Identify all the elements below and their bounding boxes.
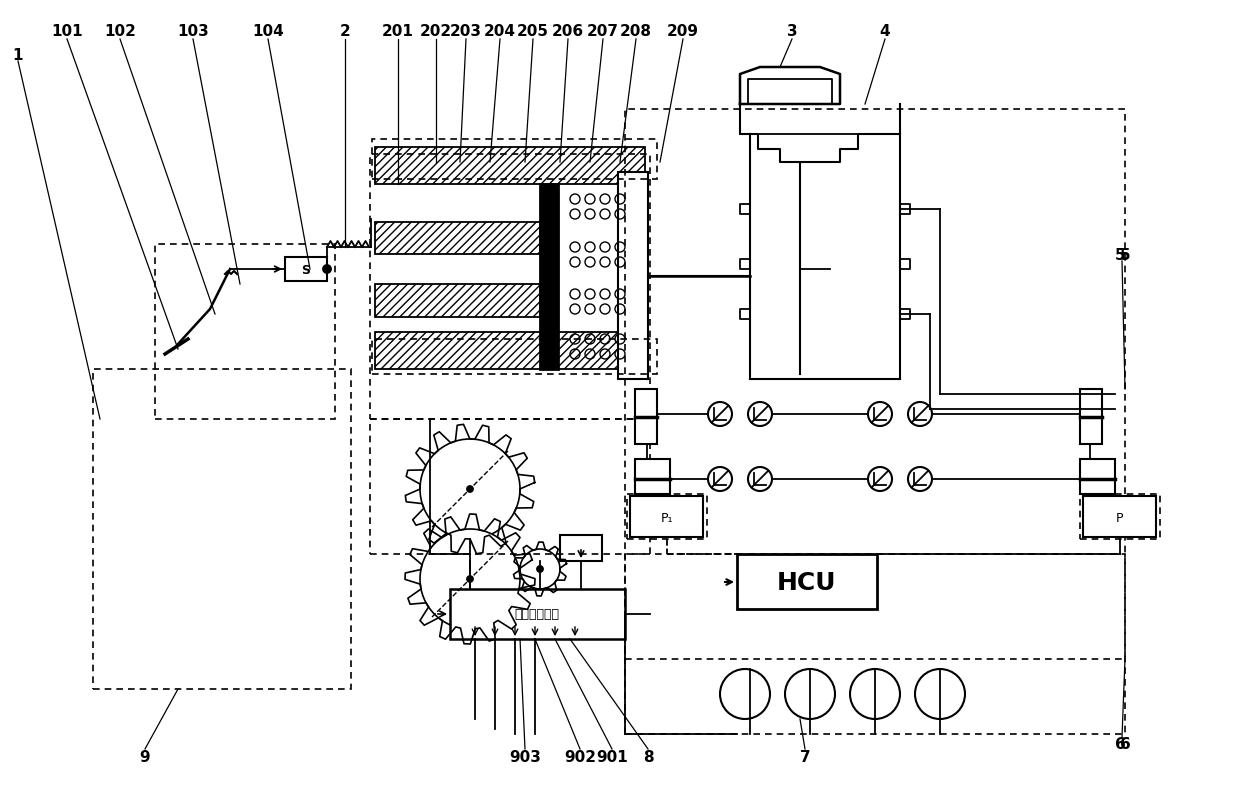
Text: 电子控制单元: 电子控制单元 <box>514 608 560 621</box>
Bar <box>1080 459 1115 495</box>
Text: 6: 6 <box>1115 736 1125 752</box>
Bar <box>560 536 602 561</box>
Bar <box>1083 496 1156 537</box>
Bar <box>375 284 540 318</box>
Text: P₁: P₁ <box>660 511 673 524</box>
Bar <box>375 332 646 369</box>
Bar <box>737 554 877 609</box>
Circle shape <box>323 266 331 274</box>
Text: 102: 102 <box>104 24 136 39</box>
Bar <box>155 245 335 419</box>
Text: 103: 103 <box>177 24 209 39</box>
Text: 4: 4 <box>880 24 891 39</box>
Text: 201: 201 <box>382 24 414 39</box>
Bar <box>375 148 646 185</box>
Circle shape <box>467 577 473 582</box>
Text: 207: 207 <box>587 24 620 39</box>
Text: 202: 202 <box>420 24 452 39</box>
Text: 209: 209 <box>667 24 699 39</box>
Text: 208: 208 <box>620 24 652 39</box>
Text: 7: 7 <box>799 749 810 764</box>
Circle shape <box>420 439 520 540</box>
Text: 5: 5 <box>1115 247 1125 262</box>
Circle shape <box>467 487 473 492</box>
Text: 6: 6 <box>1120 736 1130 752</box>
Bar <box>629 496 703 537</box>
Text: 203: 203 <box>450 24 482 39</box>
Text: 206: 206 <box>551 24 584 39</box>
Bar <box>370 155 650 419</box>
Bar <box>372 340 657 374</box>
Circle shape <box>536 566 543 573</box>
Text: HCU: HCU <box>777 570 836 594</box>
Bar <box>618 173 648 380</box>
Text: S: S <box>301 263 311 276</box>
Bar <box>624 554 1125 734</box>
Bar <box>624 110 1125 659</box>
Text: 1: 1 <box>12 47 24 63</box>
Bar <box>627 495 707 540</box>
Text: P: P <box>1116 511 1124 524</box>
Text: 2: 2 <box>339 24 351 39</box>
Bar <box>285 258 327 282</box>
Bar <box>636 389 657 444</box>
Bar <box>1080 495 1160 540</box>
Bar <box>370 419 650 554</box>
Circle shape <box>420 529 520 630</box>
Text: 901: 901 <box>596 749 628 764</box>
Bar <box>636 459 670 495</box>
Text: 9: 9 <box>140 749 150 764</box>
Bar <box>1080 389 1101 444</box>
Circle shape <box>520 549 560 589</box>
Text: 3: 3 <box>787 24 798 39</box>
Text: 902: 902 <box>564 749 596 764</box>
Bar <box>450 589 624 639</box>
Bar <box>375 222 540 255</box>
Text: 205: 205 <box>517 24 549 39</box>
Text: 8: 8 <box>643 749 653 764</box>
Text: 903: 903 <box>509 749 541 764</box>
Text: 101: 101 <box>51 24 83 39</box>
Bar <box>372 140 657 180</box>
Bar <box>93 369 351 689</box>
Text: 104: 104 <box>252 24 284 39</box>
Text: 5: 5 <box>1120 247 1130 262</box>
Bar <box>540 185 558 369</box>
Text: 204: 204 <box>484 24 515 39</box>
